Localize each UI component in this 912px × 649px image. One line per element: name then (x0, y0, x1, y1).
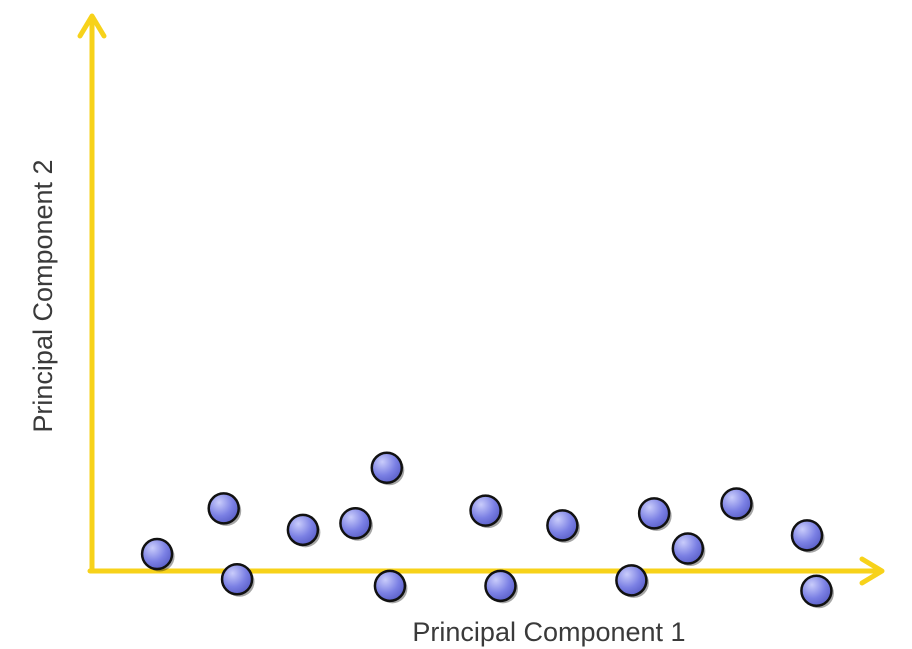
x-axis-title: Principal Component 1 (412, 617, 685, 647)
data-point (637, 497, 671, 530)
data-point (469, 494, 502, 527)
data-point (790, 519, 824, 552)
data-point (373, 569, 407, 603)
y-axis-title: Principal Component 2 (28, 159, 58, 432)
data-point (671, 532, 705, 565)
y-axis-arrowhead (77, 13, 107, 39)
data-point (615, 564, 648, 597)
data-point (286, 513, 320, 547)
data-point (207, 492, 240, 525)
data-points (140, 451, 834, 609)
data-point (546, 509, 579, 542)
data-point (800, 574, 833, 608)
data-point (484, 569, 517, 603)
data-point (370, 451, 404, 485)
data-point (339, 506, 372, 540)
x-axis-arrowhead (859, 556, 885, 586)
data-point (140, 537, 174, 571)
axes (77, 13, 885, 586)
data-point (720, 487, 753, 520)
data-point (220, 562, 254, 596)
